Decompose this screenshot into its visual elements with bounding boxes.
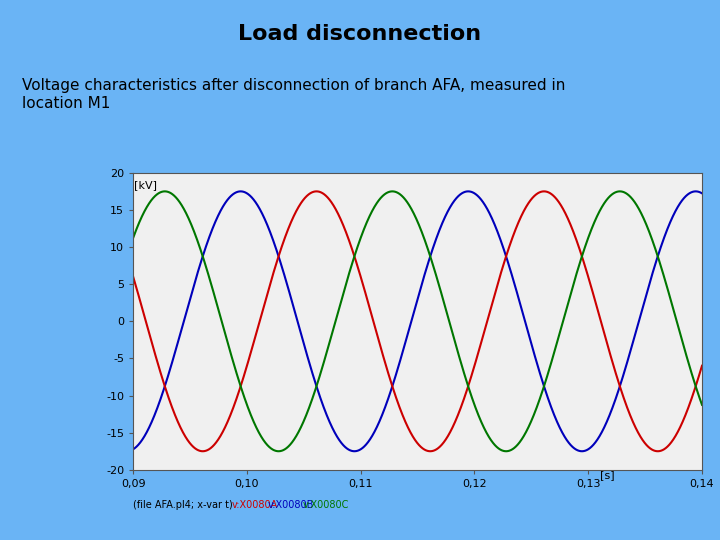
Text: v:X0080A: v:X0080A (232, 500, 279, 510)
Text: [kV]: [kV] (135, 180, 158, 190)
Text: v:X0080B: v:X0080B (268, 500, 314, 510)
Text: (file AFA.pl4; x-var t): (file AFA.pl4; x-var t) (133, 500, 239, 510)
Text: Voltage characteristics after disconnection of branch AFA, measured in
location : Voltage characteristics after disconnect… (22, 78, 565, 111)
Text: Load disconnection: Load disconnection (238, 24, 482, 44)
Text: [s]: [s] (600, 470, 614, 480)
Text: v:X0080C: v:X0080C (302, 500, 349, 510)
